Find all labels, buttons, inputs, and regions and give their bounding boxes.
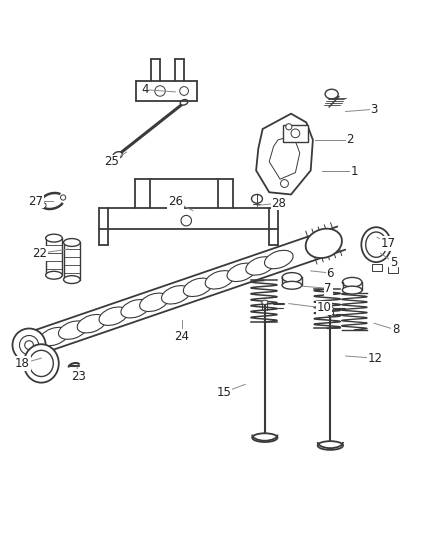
Text: 2: 2 [346, 133, 354, 147]
Circle shape [281, 180, 288, 188]
Circle shape [19, 335, 39, 354]
Ellipse shape [113, 152, 122, 159]
Ellipse shape [282, 281, 302, 289]
Text: 12: 12 [368, 352, 383, 365]
Text: 15: 15 [217, 386, 232, 399]
Ellipse shape [282, 272, 302, 282]
Ellipse shape [29, 350, 53, 376]
Text: 10: 10 [316, 302, 331, 314]
Polygon shape [388, 267, 398, 273]
Ellipse shape [99, 307, 127, 326]
Text: 17: 17 [381, 237, 396, 250]
Text: 7: 7 [325, 282, 332, 295]
Ellipse shape [40, 327, 68, 346]
Text: 27: 27 [28, 195, 43, 207]
Circle shape [181, 215, 191, 226]
Text: 4: 4 [141, 83, 148, 96]
Text: 3: 3 [370, 103, 378, 116]
Circle shape [41, 203, 46, 208]
Ellipse shape [318, 441, 343, 450]
Circle shape [286, 124, 292, 130]
Ellipse shape [251, 195, 262, 203]
Ellipse shape [343, 286, 362, 294]
Ellipse shape [162, 286, 190, 304]
Ellipse shape [205, 271, 234, 289]
Ellipse shape [46, 271, 62, 279]
Text: 22: 22 [32, 247, 47, 260]
Ellipse shape [252, 433, 278, 442]
Ellipse shape [325, 89, 338, 99]
Ellipse shape [265, 251, 293, 269]
Ellipse shape [227, 263, 256, 281]
Ellipse shape [327, 306, 333, 311]
Ellipse shape [77, 314, 106, 333]
Ellipse shape [361, 227, 391, 262]
Ellipse shape [306, 229, 342, 258]
Ellipse shape [343, 277, 362, 287]
Ellipse shape [121, 300, 149, 318]
Ellipse shape [366, 232, 387, 257]
Ellipse shape [46, 234, 62, 242]
Ellipse shape [59, 321, 87, 340]
Polygon shape [372, 264, 382, 271]
Circle shape [155, 86, 165, 96]
Text: 23: 23 [71, 370, 86, 383]
Circle shape [25, 341, 33, 350]
Ellipse shape [246, 257, 274, 275]
Ellipse shape [24, 344, 59, 383]
Ellipse shape [262, 300, 268, 304]
Circle shape [12, 328, 46, 362]
Text: 26: 26 [168, 196, 183, 208]
Ellipse shape [64, 276, 80, 284]
Ellipse shape [140, 293, 168, 311]
Ellipse shape [184, 278, 212, 296]
Ellipse shape [180, 100, 188, 105]
Polygon shape [283, 125, 307, 142]
Text: 5: 5 [390, 256, 397, 269]
Text: 25: 25 [105, 155, 120, 168]
Text: 8: 8 [392, 324, 399, 336]
Text: 18: 18 [15, 357, 30, 370]
Polygon shape [269, 135, 300, 179]
Ellipse shape [64, 239, 80, 246]
Text: 28: 28 [272, 197, 286, 209]
Circle shape [180, 87, 188, 95]
Circle shape [60, 195, 66, 200]
Circle shape [291, 129, 300, 138]
Text: 24: 24 [174, 330, 189, 343]
Text: 1: 1 [350, 165, 358, 178]
Text: 6: 6 [327, 266, 334, 279]
Polygon shape [256, 114, 313, 195]
